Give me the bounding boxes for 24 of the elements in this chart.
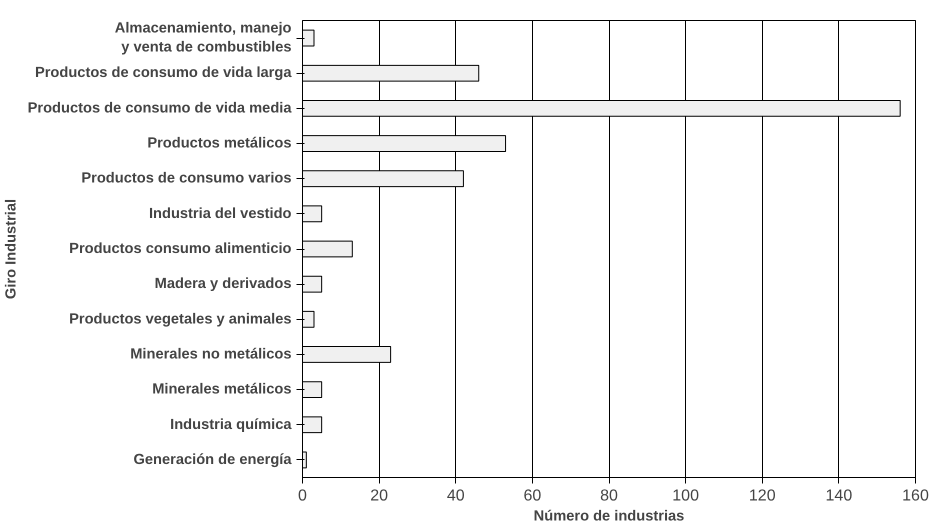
x-tick-label: 0	[298, 488, 308, 504]
x-tick-label: 80	[600, 488, 618, 504]
y-tick-label: Productos consumo alimenticio	[69, 241, 292, 257]
y-tick-label: Minerales no metálicos	[130, 346, 292, 362]
x-axis-title: Número de industrias	[534, 508, 684, 524]
y-tick-label: Productos de consumo de vida media	[28, 100, 292, 116]
x-tick-label: 20	[370, 488, 388, 504]
y-axis-title: Giro Industrial	[4, 198, 20, 300]
x-tick-label: 60	[523, 488, 542, 504]
y-tick-label: Productos metálicos	[147, 136, 292, 152]
y-tick-label: Productos de consumo de vida larga	[34, 65, 292, 82]
y-tick-label: Productos vegetales y animales	[69, 311, 292, 328]
x-tick-label: 100	[672, 488, 700, 504]
x-tick-label: 120	[748, 488, 776, 504]
y-tick-label: Industria del vestido	[148, 206, 292, 222]
x-tick-label: 40	[446, 488, 465, 504]
y-tick-label: Madera y derivados	[154, 276, 292, 292]
x-tick-label: 160	[902, 488, 929, 504]
y-tick-label: Generación de energía	[133, 452, 292, 468]
y-tick-label: Minerales metálicos	[152, 382, 292, 398]
y-tick-label: Productos de consumo varios	[81, 170, 292, 187]
y-tick-label: Industria química	[170, 416, 292, 433]
x-tick-label: 140	[826, 488, 852, 504]
y-tick-label: Almacenamiento, manejo y venta de combustibles	[114, 20, 292, 56]
